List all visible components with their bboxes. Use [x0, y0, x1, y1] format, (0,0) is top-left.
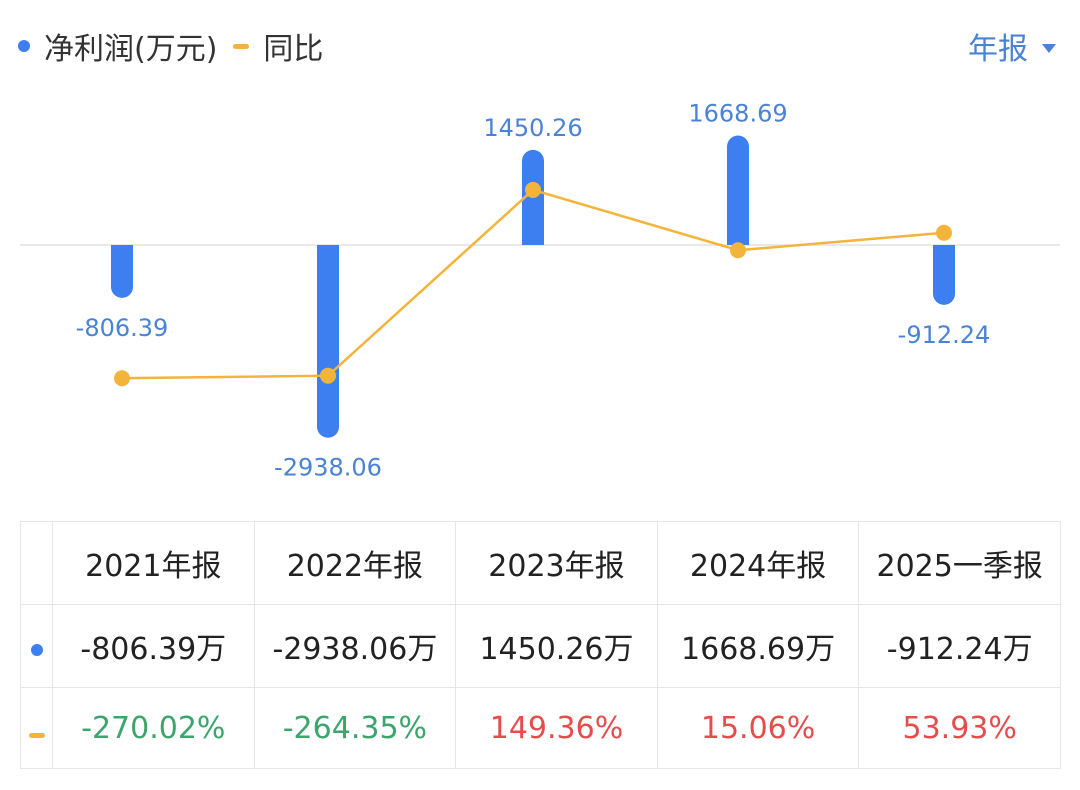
legend-bar-marker [18, 40, 30, 52]
bar-data-label: 1450.26 [483, 114, 582, 142]
yoy-cell: -270.02% [52, 687, 255, 769]
bar-marker-dot [30, 643, 43, 656]
yoy-cell: 15.06% [656, 687, 860, 769]
profit-cell: 1450.26万 [455, 604, 658, 688]
row-marker-cell [20, 604, 53, 688]
yoy-point [730, 242, 746, 259]
row-marker-cell [20, 687, 53, 769]
profit-cell: -806.39万 [52, 604, 255, 688]
bar-data-label: -806.39 [76, 314, 169, 342]
bar-data-label: -912.24 [898, 321, 991, 349]
legend-profit-label: 净利润(万元) [44, 32, 218, 67]
legend-line-marker [233, 43, 250, 49]
table-header-cell: 2025一季报 [858, 521, 1061, 605]
table-header-cell: 2023年报 [455, 521, 658, 605]
yoy-cell: 53.93% [858, 687, 1061, 769]
legend-item-yoy: 同比 [233, 24, 323, 68]
chevron-down-icon [1042, 43, 1056, 53]
table-header-cell: 2024年报 [656, 521, 860, 605]
table-row-yoy: -270.02% -264.35% 149.36% 15.06% 53.93% [20, 687, 1061, 769]
yoy-point [525, 181, 541, 198]
bar [111, 245, 133, 298]
chart-legend: 净利润(万元) 同比 [18, 22, 339, 70]
profit-cell: -2938.06万 [253, 604, 457, 688]
yoy-cell: 149.36% [455, 687, 658, 769]
table-header-cell: 2021年报 [52, 521, 255, 605]
legend-item-profit: 净利润(万元) [18, 24, 217, 68]
legend-yoy-label: 同比 [263, 32, 324, 67]
bar-data-label: -2938.06 [274, 454, 382, 482]
yoy-point [936, 224, 952, 241]
table-header-cell: 2022年报 [253, 521, 457, 605]
profit-cell: 1668.69万 [656, 604, 860, 688]
yoy-point [320, 367, 336, 384]
profit-chart: -806.39 -2938.06 1450.26 1668.69 -912.24 [20, 100, 1060, 482]
bar [933, 245, 955, 305]
table-header-row: 2021年报 2022年报 2023年报 2024年报 2025一季报 [20, 521, 1061, 605]
line-marker-dash [28, 732, 45, 738]
profit-cell: -912.24万 [858, 604, 1061, 688]
bar-series [111, 135, 955, 438]
bar [317, 245, 339, 438]
bar [727, 135, 749, 245]
table-corner [20, 521, 53, 605]
table-row-profit: -806.39万 -2938.06万 1450.26万 1668.69万 -91… [20, 604, 1061, 688]
bar-data-label: 1668.69 [688, 100, 787, 128]
period-selector[interactable]: 年报 [968, 22, 1056, 70]
data-table: 2021年报 2022年报 2023年报 2024年报 2025一季报 -806… [20, 521, 1061, 769]
yoy-point [114, 370, 130, 387]
period-selector-label: 年报 [968, 32, 1028, 67]
line-series [114, 181, 952, 387]
data-labels: -806.39 -2938.06 1450.26 1668.69 -912.24 [76, 100, 991, 482]
yoy-cell: -264.35% [253, 687, 457, 769]
